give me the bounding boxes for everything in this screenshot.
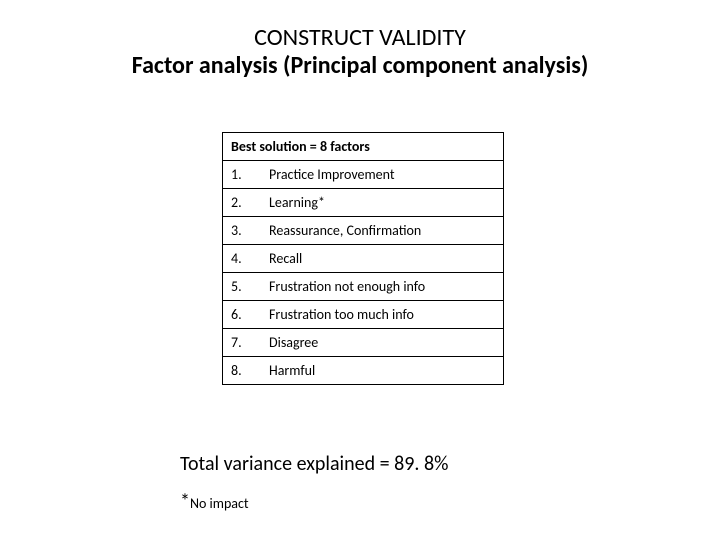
row-num: 3. <box>223 217 262 245</box>
row-num: 4. <box>223 245 262 273</box>
row-num: 5. <box>223 273 262 301</box>
table-header-row: Best solution = 8 factors <box>223 133 504 161</box>
table-row: 1. Practice Improvement <box>223 161 504 189</box>
factor-table-wrap: Best solution = 8 factors 1. Practice Im… <box>222 132 504 385</box>
row-label: Disagree <box>261 329 504 357</box>
title-block: CONSTRUCT VALIDITY Factor analysis (Prin… <box>0 24 720 79</box>
row-label: Frustration not enough info <box>261 273 504 301</box>
row-label: Recall <box>261 245 504 273</box>
slide: CONSTRUCT VALIDITY Factor analysis (Prin… <box>0 0 720 540</box>
row-num: 2. <box>223 189 262 217</box>
row-label: Reassurance, Confirmation <box>261 217 504 245</box>
table-row: 2. Learning* <box>223 189 504 217</box>
table-row: 5. Frustration not enough info <box>223 273 504 301</box>
row-num: 7. <box>223 329 262 357</box>
table-row: 6. Frustration too much info <box>223 301 504 329</box>
footnote-star: * <box>180 490 190 514</box>
table-row: 7. Disagree <box>223 329 504 357</box>
row-num: 8. <box>223 357 262 385</box>
row-label: Learning* <box>261 189 504 217</box>
table-row: 3. Reassurance, Confirmation <box>223 217 504 245</box>
footnote: *No impact <box>180 490 249 514</box>
table-header: Best solution = 8 factors <box>223 133 504 161</box>
title-line-2: Factor analysis (Principal component ana… <box>0 52 720 80</box>
table-row: 8. Harmful <box>223 357 504 385</box>
row-label: Harmful <box>261 357 504 385</box>
footnote-text: No impact <box>190 495 249 512</box>
row-num: 1. <box>223 161 262 189</box>
variance-summary: Total variance explained = 89. 8% <box>180 452 448 476</box>
factor-table: Best solution = 8 factors 1. Practice Im… <box>222 132 504 385</box>
row-label: Practice Improvement <box>261 161 504 189</box>
row-label: Frustration too much info <box>261 301 504 329</box>
row-num: 6. <box>223 301 262 329</box>
title-line-1: CONSTRUCT VALIDITY <box>0 24 720 52</box>
table-row: 4. Recall <box>223 245 504 273</box>
